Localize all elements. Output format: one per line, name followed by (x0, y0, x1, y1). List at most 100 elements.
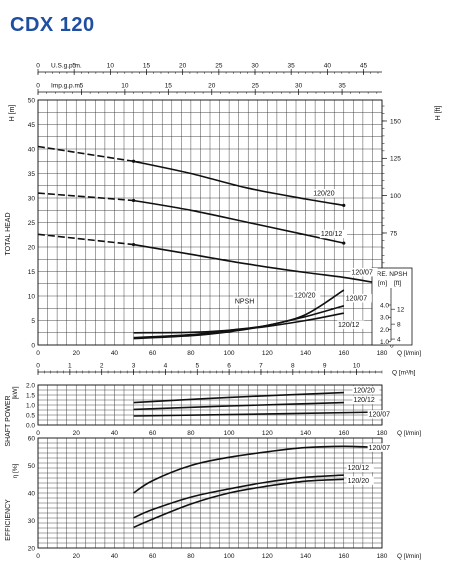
impgpm-tick-label: 15 (165, 83, 173, 90)
m3h-tick-label: 10 (353, 363, 361, 370)
head-curve-marker (131, 159, 136, 163)
power-x-tick-label: 120 (262, 430, 273, 437)
head-y-tick-label: 5 (31, 318, 35, 325)
usgpm-tick-label: 45 (360, 63, 368, 70)
efficiency-x-tick-label: 100 (224, 553, 235, 560)
impgpm-tick-label: 0 (36, 83, 40, 90)
curve-label-head: 120/20 (313, 191, 335, 198)
curve-label-head: 120/07 (351, 269, 373, 276)
efficiency-x-axis-label: Q [l/min] (397, 553, 421, 560)
curve-label-power: 120/07 (369, 412, 391, 419)
power-y-axis-title: SHAFT POWER (5, 395, 12, 446)
m3h-tick-label: 0 (36, 363, 40, 370)
curve-label-bg (319, 229, 348, 239)
m3h-axis-label: Q [m³/h] (392, 370, 416, 377)
head-x-tick-label: 0 (36, 350, 40, 357)
head-y-tick-label: 35 (28, 171, 36, 178)
npsh-ft-tick-label: 12 (397, 306, 405, 313)
power-curve-120-12 (133, 401, 344, 411)
npsh-unit-ft: [ft] (394, 280, 401, 287)
m3h-tick-label: 1 (68, 363, 72, 370)
head-curve-120-07 (133, 243, 383, 285)
head-x-tick-label: 120 (262, 350, 273, 357)
head-unit-right: H [ft] (435, 106, 442, 121)
m3h-tick-label: 8 (291, 363, 295, 370)
efficiency-y-axis-title: EFFICIENCY (5, 499, 12, 541)
efficiency-curve-120-12 (133, 474, 344, 519)
npsh-scale-box (371, 267, 413, 346)
efficiency-y-unit: η [%] (12, 463, 19, 478)
m3h-tick-label: 3 (132, 363, 136, 370)
head-x-tick-label: 100 (224, 350, 235, 357)
npsh-ft-tick-label: 4 (397, 336, 401, 343)
power-x-tick-label: 180 (377, 430, 388, 437)
head-x-tick-label: 160 (338, 350, 349, 357)
head-unit-left: H [m] (9, 105, 16, 122)
head-curve-dashed-120-12 (37, 192, 134, 202)
usgpm-tick-label: 0 (36, 63, 40, 70)
m3h-tick-label: 5 (195, 363, 199, 370)
head-y-tick-label: 10 (28, 293, 36, 300)
ft-tick-label: 0 (390, 342, 394, 349)
curve-label-bg (346, 463, 374, 473)
npsh-curve-120-12 (133, 312, 344, 334)
efficiency-x-tick-label: 80 (187, 553, 195, 560)
efficiency-x-tick-label: 140 (300, 553, 311, 560)
power-x-tick-label: 60 (149, 430, 157, 437)
efficiency-y-tick-label: 20 (28, 545, 36, 552)
ft-tick-label: 100 (390, 193, 401, 200)
curve-label-head: 120/12 (321, 231, 343, 238)
efficiency-x-tick-label: 160 (338, 553, 349, 560)
power-y-tick-label: 1.5 (26, 392, 35, 399)
usgpm-axis-label: U.S.g.p.m. (51, 63, 82, 70)
head-x-axis-label: Q [l/min] (397, 350, 421, 357)
efficiency-curve-120-20 (133, 478, 344, 529)
power-x-tick-label: 0 (36, 430, 40, 437)
usgpm-tick-label: 15 (143, 63, 151, 70)
npsh-m-tick-label: 3.0 (380, 315, 389, 322)
efficiency-curve-120-07 (133, 445, 383, 494)
efficiency-x-tick-label: 0 (36, 553, 40, 560)
m3h-tick-label: 9 (323, 363, 327, 370)
head-x-tick-label: 80 (187, 350, 195, 357)
ft-tick-label: 125 (390, 156, 401, 163)
impgpm-axis-label: Imp.g.p.m. (51, 83, 82, 90)
head-y-tick-label: 30 (28, 195, 36, 202)
panel-frame (37, 99, 383, 346)
power-x-tick-label: 20 (73, 430, 81, 437)
usgpm-tick-label: 35 (288, 63, 296, 70)
curve-label-head: 120/12 (338, 322, 360, 329)
power-y-tick-label: 0.0 (26, 422, 35, 429)
power-curve-120-20 (133, 391, 344, 404)
usgpm-tick-label: 20 (179, 63, 187, 70)
head-y-tick-label: 20 (28, 244, 36, 251)
curve-label-head: 120/07 (346, 295, 368, 302)
power-y-tick-label: 2.0 (26, 382, 35, 389)
efficiency-x-tick-label: 180 (377, 553, 388, 560)
curve-label-power: 120/20 (353, 388, 375, 395)
panel-frame (37, 437, 383, 549)
head-grid (37, 99, 383, 346)
curve-label-efficiency: 120/07 (369, 445, 391, 452)
head-curve-marker (131, 242, 136, 247)
m3h-tick-label: 2 (100, 363, 104, 370)
impgpm-tick-label: 20 (208, 83, 216, 90)
power-grid (37, 384, 383, 426)
head-x-tick-label: 140 (300, 350, 311, 357)
power-x-axis-label: Q [l/min] (397, 430, 421, 437)
efficiency-y-tick-label: 40 (28, 490, 36, 497)
head-x-tick-label: 180 (377, 350, 388, 357)
m3h-tick-label: 4 (164, 363, 168, 370)
curve-label-efficiency: 120/20 (348, 478, 370, 485)
ft-tick-label: 150 (390, 118, 401, 125)
panel-frame (37, 384, 383, 426)
m3h-tick-label: 6 (227, 363, 231, 370)
efficiency-x-tick-label: 40 (111, 553, 119, 560)
usgpm-tick-label: 5 (72, 63, 76, 70)
efficiency-x-tick-label: 20 (73, 553, 81, 560)
power-y-unit: [kW] (12, 386, 19, 399)
efficiency-grid (37, 437, 383, 549)
curve-label-bg (344, 293, 372, 303)
head-curve-dashed-120-20 (37, 145, 134, 163)
